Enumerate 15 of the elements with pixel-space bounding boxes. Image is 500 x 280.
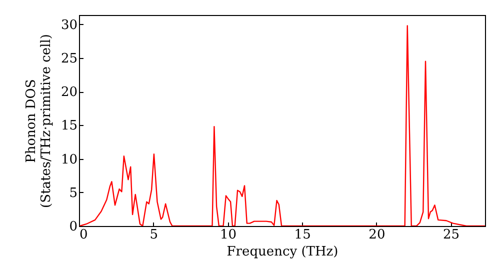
y-axis-title: Phonon DOS (States/THz·primitive cell) bbox=[24, 34, 54, 208]
y-tick-label: 10 bbox=[60, 152, 78, 168]
y-tick-label: 5 bbox=[69, 186, 78, 201]
x-tick-label: 25 bbox=[443, 228, 460, 242]
y-tick-label: 25 bbox=[60, 52, 78, 67]
x-tick-label: 5 bbox=[150, 228, 158, 242]
y-tick-label: 15 bbox=[60, 118, 78, 134]
x-axis-title: Frequency (THz) bbox=[226, 244, 338, 260]
x-tick-label: 15 bbox=[294, 228, 311, 242]
y-tick-label: 20 bbox=[60, 85, 78, 100]
y-tick-label: 30 bbox=[60, 18, 78, 33]
x-tick-label: 10 bbox=[220, 228, 236, 242]
x-tick-label: 20 bbox=[368, 228, 386, 242]
x-tick-label: 0 bbox=[80, 228, 88, 242]
line-series bbox=[79, 25, 485, 226]
